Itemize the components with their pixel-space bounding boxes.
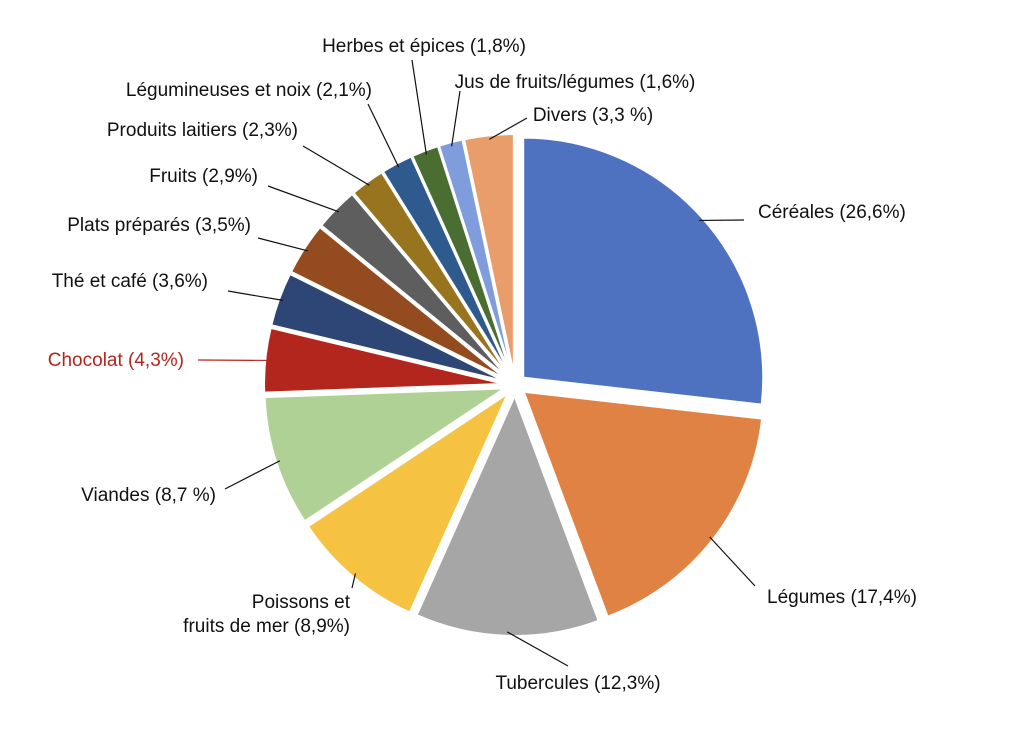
slice-label-viandes: Viandes (8,7 %) (81, 485, 216, 506)
slice-label-legumineuses-et-noix: Légumineuses et noix (2,1%) (126, 80, 372, 101)
pie-slice-tubercules (415, 393, 600, 637)
slice-label-poissons-et-fruits-de-mer: Poissons et fruits de mer (8,9%) (183, 592, 351, 637)
leader-line-fruits (267, 185, 340, 213)
pie-slice-produits-laitiers (352, 170, 510, 377)
pie-slice-herbes-et-epices (411, 144, 513, 376)
pie-slice-jus-de-fruits-legumes (437, 138, 514, 375)
pie-slice-the-et-cafe (270, 272, 506, 383)
slice-label-herbes-et-epices: Herbes et épices (1,8%) (322, 36, 526, 57)
leader-line-poissons-et-fruits-de-mer (351, 573, 357, 589)
leader-line-legumes (709, 536, 756, 587)
pie-slice-cereales (522, 136, 765, 406)
leader-line-the-et-cafe (227, 290, 284, 301)
slice-label-tubercules: Tubercules (12,3%) (495, 673, 660, 694)
leader-line-herbes-et-epices (411, 59, 427, 155)
leader-lines (197, 59, 756, 667)
pie-slice-legumes (522, 390, 764, 618)
pie-slice-poissons-et-fruits-de-mer (306, 390, 511, 614)
pie-slice-divers (462, 133, 515, 375)
pie-slice-viandes (263, 387, 509, 523)
slice-label-fruits: Fruits (2,9%) (149, 166, 258, 187)
slice-label-cereales: Céréales (26,6%) (758, 202, 906, 223)
slice-label-produits-laitiers: Produits laitiers (2,3%) (107, 120, 298, 141)
slice-label-divers: Divers (3,3 %) (533, 105, 653, 126)
leader-line-tubercules (506, 631, 569, 667)
pie-slices (263, 133, 765, 637)
slice-label-jus-de-fruits-legumes: Jus de fruits/légumes (1,6%) (455, 72, 696, 93)
pie-slice-fruits (319, 192, 508, 379)
slice-label-plats-prepares: Plats préparés (3,5%) (67, 215, 251, 236)
leader-line-jus-de-fruits-legumes (451, 90, 461, 147)
pie-slice-plats-prepares (289, 225, 507, 380)
slice-label-chocolat: Chocolat (4,3%) (48, 350, 184, 371)
leader-line-divers (488, 117, 528, 140)
leader-line-legumineuses-et-noix (367, 103, 400, 168)
slice-labels: Céréales (26,6%) Légumes (17,4%) Tubercule… (48, 36, 917, 694)
slice-label-legumes: Légumes (17,4%) (767, 587, 917, 608)
leader-line-plats-prepares (257, 237, 308, 252)
leader-line-produits-laitiers (302, 145, 370, 186)
leader-line-viandes (224, 460, 281, 490)
slice-label-the-et-cafe: Thé et café (3,6%) (52, 271, 208, 292)
